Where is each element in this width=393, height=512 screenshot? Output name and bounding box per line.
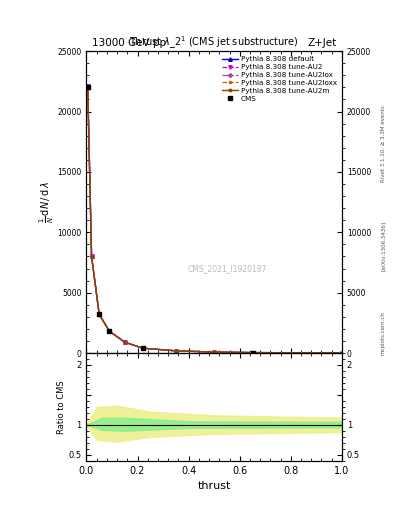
- X-axis label: thrust: thrust: [198, 481, 231, 491]
- Line: Pythia 8.308 tune-AU2m: Pythia 8.308 tune-AU2m: [86, 87, 343, 355]
- Line: Pythia 8.308 tune-AU2: Pythia 8.308 tune-AU2: [86, 84, 343, 355]
- Pythia 8.308 default: [123, 339, 127, 345]
- Pythia 8.308 tune-AU2loxx: [250, 350, 255, 356]
- Pythia 8.308 tune-AU2m: [212, 349, 217, 355]
- CMS: [140, 345, 145, 351]
- Legend: Pythia 8.308 default, Pythia 8.308 tune-AU2, Pythia 8.308 tune-AU2lox, Pythia 8.: Pythia 8.308 default, Pythia 8.308 tune-…: [219, 53, 340, 104]
- Pythia 8.308 tune-AU2lox: [97, 311, 101, 317]
- Pythia 8.308 tune-AU2loxx: [212, 349, 217, 355]
- Pythia 8.308 tune-AU2lox: [212, 349, 217, 355]
- Pythia 8.308 tune-AU2loxx: [97, 311, 101, 317]
- Pythia 8.308 tune-AU2m: [340, 350, 344, 356]
- Text: CMS_2021_I1920187: CMS_2021_I1920187: [187, 264, 266, 273]
- CMS: [250, 350, 255, 356]
- Pythia 8.308 tune-AU2m: [107, 328, 112, 334]
- Pythia 8.308 tune-AU2lox: [85, 84, 90, 90]
- Pythia 8.308 tune-AU2: [85, 83, 90, 90]
- Line: Pythia 8.308 tune-AU2loxx: Pythia 8.308 tune-AU2loxx: [86, 87, 343, 354]
- Y-axis label: $\frac{1}{N}\,\mathrm{d}N\,/\,\mathrm{d}\,\lambda$: $\frac{1}{N}\,\mathrm{d}N\,/\,\mathrm{d}…: [38, 181, 56, 223]
- Line: Pythia 8.308 default: Pythia 8.308 default: [86, 86, 343, 355]
- Pythia 8.308 default: [97, 311, 101, 317]
- Pythia 8.308 tune-AU2: [212, 349, 217, 355]
- Text: [arXiv:1306.3436]: [arXiv:1306.3436]: [381, 221, 386, 271]
- Pythia 8.308 tune-AU2lox: [340, 350, 344, 356]
- CMS: [97, 311, 101, 317]
- Text: Rivet 3.1.10, ≥ 3.3M events: Rivet 3.1.10, ≥ 3.3M events: [381, 105, 386, 182]
- Pythia 8.308 tune-AU2: [107, 328, 112, 334]
- Pythia 8.308 tune-AU2loxx: [340, 350, 344, 356]
- Pythia 8.308 tune-AU2loxx: [89, 253, 94, 260]
- CMS: [107, 328, 112, 334]
- Pythia 8.308 tune-AU2m: [250, 350, 255, 356]
- Pythia 8.308 tune-AU2loxx: [123, 339, 127, 345]
- Y-axis label: Ratio to CMS: Ratio to CMS: [57, 380, 66, 434]
- Title: Thrust $\lambda\_2^1$ (CMS jet substructure): Thrust $\lambda\_2^1$ (CMS jet substruct…: [129, 35, 299, 51]
- Pythia 8.308 tune-AU2lox: [123, 339, 127, 345]
- Pythia 8.308 tune-AU2loxx: [107, 328, 112, 334]
- Pythia 8.308 default: [250, 350, 255, 356]
- Pythia 8.308 default: [340, 350, 344, 356]
- Pythia 8.308 tune-AU2: [250, 350, 255, 356]
- Pythia 8.308 tune-AU2m: [140, 345, 145, 351]
- Pythia 8.308 tune-AU2: [140, 345, 145, 351]
- Pythia 8.308 tune-AU2: [97, 311, 101, 317]
- Text: 13000 GeV pp: 13000 GeV pp: [92, 38, 166, 48]
- Text: mcplots.cern.ch: mcplots.cern.ch: [381, 311, 386, 355]
- Pythia 8.308 tune-AU2m: [89, 254, 94, 260]
- Pythia 8.308 tune-AU2m: [97, 311, 101, 317]
- Pythia 8.308 default: [140, 345, 145, 351]
- CMS: [85, 84, 90, 91]
- Pythia 8.308 default: [89, 253, 94, 260]
- Pythia 8.308 tune-AU2lox: [250, 350, 255, 356]
- Pythia 8.308 default: [174, 348, 178, 354]
- Pythia 8.308 tune-AU2loxx: [85, 85, 90, 91]
- Pythia 8.308 tune-AU2m: [123, 339, 127, 345]
- Text: Z+Jet: Z+Jet: [308, 38, 337, 48]
- Pythia 8.308 tune-AU2lox: [89, 253, 94, 259]
- Pythia 8.308 tune-AU2lox: [174, 348, 178, 354]
- Pythia 8.308 tune-AU2lox: [140, 345, 145, 351]
- Line: CMS: CMS: [85, 85, 255, 355]
- Pythia 8.308 tune-AU2m: [85, 86, 90, 92]
- Pythia 8.308 tune-AU2: [174, 348, 178, 354]
- Pythia 8.308 default: [212, 349, 217, 355]
- Pythia 8.308 tune-AU2lox: [107, 328, 112, 334]
- Pythia 8.308 tune-AU2loxx: [174, 348, 178, 354]
- Pythia 8.308 tune-AU2: [89, 253, 94, 259]
- Pythia 8.308 tune-AU2loxx: [140, 345, 145, 351]
- Line: Pythia 8.308 tune-AU2lox: Pythia 8.308 tune-AU2lox: [86, 86, 343, 354]
- Pythia 8.308 default: [85, 84, 90, 91]
- Pythia 8.308 default: [107, 328, 112, 334]
- Pythia 8.308 tune-AU2: [123, 339, 127, 345]
- Pythia 8.308 tune-AU2: [340, 350, 344, 356]
- Pythia 8.308 tune-AU2m: [174, 348, 178, 354]
